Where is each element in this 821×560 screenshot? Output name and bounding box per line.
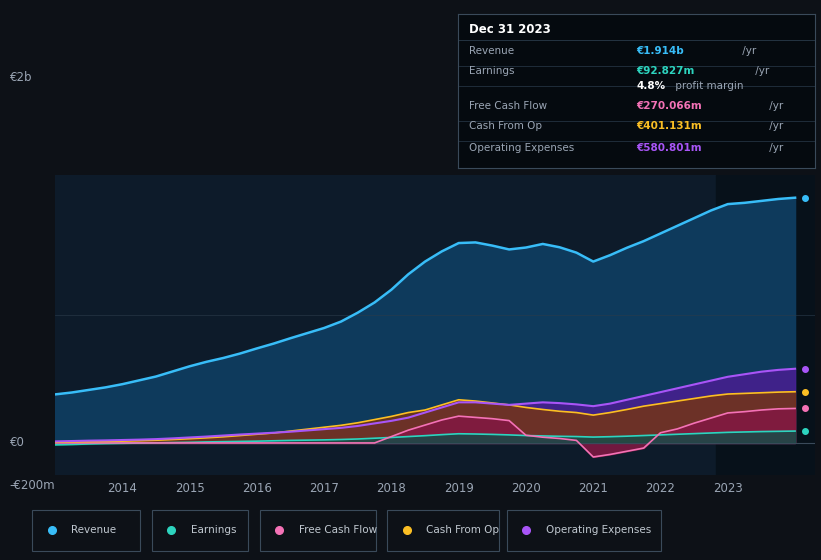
FancyBboxPatch shape	[507, 510, 662, 552]
Text: €580.801m: €580.801m	[637, 143, 702, 153]
Text: 4.8%: 4.8%	[637, 81, 666, 91]
Text: /yr: /yr	[766, 143, 783, 153]
Text: €2b: €2b	[10, 71, 32, 84]
FancyBboxPatch shape	[388, 510, 499, 552]
Text: /yr: /yr	[739, 46, 756, 56]
Text: Earnings: Earnings	[469, 66, 514, 76]
Text: Free Cash Flow: Free Cash Flow	[299, 525, 377, 535]
Text: Free Cash Flow: Free Cash Flow	[469, 101, 547, 111]
Text: Dec 31 2023: Dec 31 2023	[469, 24, 551, 36]
Text: Operating Expenses: Operating Expenses	[546, 525, 651, 535]
FancyBboxPatch shape	[152, 510, 249, 552]
Text: €92.827m: €92.827m	[637, 66, 695, 76]
Text: Revenue: Revenue	[71, 525, 116, 535]
Text: /yr: /yr	[752, 66, 769, 76]
FancyBboxPatch shape	[32, 510, 140, 552]
Text: Revenue: Revenue	[469, 46, 514, 56]
Text: Cash From Op: Cash From Op	[469, 122, 542, 132]
Text: €270.066m: €270.066m	[637, 101, 703, 111]
Bar	[717, 175, 821, 475]
Text: €0: €0	[10, 436, 25, 450]
Text: /yr: /yr	[766, 101, 783, 111]
Text: €401.131m: €401.131m	[637, 122, 703, 132]
Text: profit margin: profit margin	[672, 81, 744, 91]
Text: Operating Expenses: Operating Expenses	[469, 143, 574, 153]
FancyBboxPatch shape	[260, 510, 376, 552]
Text: /yr: /yr	[766, 122, 783, 132]
Text: Cash From Op: Cash From Op	[426, 525, 499, 535]
Text: -€200m: -€200m	[10, 479, 56, 492]
Text: €1.914b: €1.914b	[637, 46, 685, 56]
Text: Earnings: Earnings	[190, 525, 236, 535]
